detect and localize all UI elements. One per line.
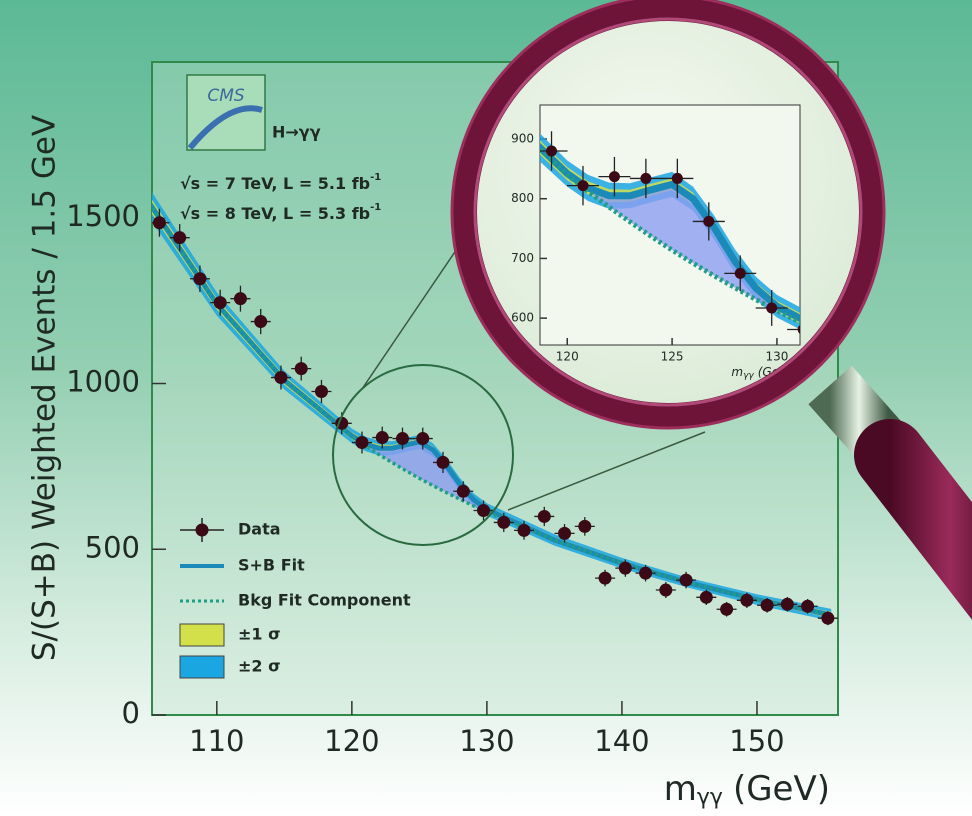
magnifier-handle: [854, 419, 972, 620]
data-point: [618, 561, 632, 575]
data-point: [821, 611, 835, 625]
data-point: [640, 172, 652, 184]
magnifier-rim: [451, 0, 885, 429]
data-point: [801, 599, 815, 613]
data-point: [193, 272, 207, 286]
energy-sup: -1: [370, 202, 381, 213]
y-tick-label: 0: [122, 696, 140, 730]
data-point: [497, 515, 511, 529]
legend-label: ±1 σ: [238, 625, 281, 644]
data-point: [355, 436, 369, 450]
data-point: [213, 296, 227, 310]
x-tick-label: 120: [556, 350, 579, 364]
x-label-main: m: [664, 769, 697, 809]
data-point: [294, 362, 308, 376]
data-point: [659, 583, 673, 597]
y-tick-label: 600: [511, 311, 534, 325]
y-tick-label: 700: [511, 251, 534, 265]
legend-label: S+B Fit: [238, 556, 305, 575]
x-axis-label: mγγ (GeV): [664, 769, 830, 811]
data-point: [703, 215, 715, 227]
data-point: [537, 509, 551, 523]
legend-swatch: [195, 523, 209, 537]
data-point: [416, 432, 430, 446]
data-point: [558, 526, 572, 540]
x-tick-label: 120: [324, 724, 379, 758]
signal-fill: [540, 147, 800, 323]
data-point: [639, 566, 653, 580]
data-point: [375, 431, 389, 445]
data-point: [780, 597, 794, 611]
plot-area: [540, 131, 800, 334]
y-tick-label: 1500: [66, 199, 140, 233]
y-tick-label: 500: [85, 530, 140, 564]
magnifier-rim-inner: [473, 17, 863, 407]
x-label-unit: (GeV): [733, 769, 830, 809]
y-axis-label: S/(S+B) Weighted Events / 1.5 GeV: [27, 115, 63, 661]
sigma-band: [540, 133, 800, 330]
data-point: [517, 523, 531, 537]
data-point: [679, 573, 693, 587]
energy-label: √s = 8 TeV, L = 5.3 fb-1: [180, 202, 381, 223]
legend-label: Bkg Fit Component: [238, 591, 411, 610]
data-point: [608, 171, 620, 183]
inset-plot: 600 700 800 900 120 125 130: [511, 131, 800, 364]
x-label-sub: γγ: [743, 371, 754, 381]
bkg-line: [540, 145, 800, 325]
x-tick-label: 110: [189, 724, 244, 758]
zoom-circle: [332, 364, 514, 546]
data-point: [152, 216, 166, 230]
x-tick-label: 130: [765, 350, 788, 364]
data-point: [456, 484, 470, 498]
logo-swoosh: [187, 105, 263, 150]
channel-label: H→γγ: [272, 123, 321, 142]
plot-area: [152, 192, 838, 626]
x-label-sub: γγ: [697, 785, 723, 810]
y-tick-label: 900: [511, 132, 534, 146]
data-point: [274, 371, 288, 385]
y-tick-label: 1000: [66, 365, 140, 399]
x-tick-label: 150: [729, 724, 784, 758]
legend-swatch: [179, 655, 225, 679]
data-point: [578, 519, 592, 533]
logo-text: CMS: [207, 86, 245, 106]
data-point: [173, 231, 187, 245]
x-tick-label: 130: [459, 724, 514, 758]
data-point: [577, 180, 589, 192]
zoom-connector: [507, 431, 706, 511]
data-point: [797, 324, 800, 334]
data-point: [477, 503, 491, 517]
data-point: [395, 432, 409, 446]
x-label-main: m: [731, 365, 743, 379]
data-point: [740, 593, 754, 607]
legend-label: Data: [238, 520, 281, 539]
energy-sup: -1: [370, 172, 381, 183]
data-point: [254, 315, 268, 329]
legend-label: ±2 σ: [238, 657, 281, 676]
legend: Data S+B Fit Bkg Fit Component ±1 σ ±2 σ: [179, 518, 411, 679]
energy-text: √s = 8 TeV, L = 5.3 fb: [180, 204, 370, 223]
data-point: [598, 571, 612, 585]
data-point: [720, 602, 734, 616]
magnifier-rim-outer: [450, 0, 886, 430]
data-point: [671, 172, 683, 184]
data-point: [436, 455, 450, 469]
data-point: [314, 384, 328, 398]
main-plot: 0 500 1000 1500 110 120 130 140 150: [66, 192, 838, 758]
data-point: [734, 267, 746, 279]
data-point: [233, 292, 247, 306]
data-point: [760, 598, 774, 612]
energy-text: √s = 7 TeV, L = 5.1 fb: [180, 174, 370, 193]
x-tick-label: 140: [594, 724, 649, 758]
y-tick-label: 800: [511, 191, 534, 205]
data-point: [766, 302, 778, 314]
data-point: [546, 145, 558, 157]
x-tick-label: 125: [661, 350, 684, 364]
legend-swatch: [179, 623, 225, 647]
data-point: [699, 590, 713, 604]
energy-label: √s = 7 TeV, L = 5.1 fb-1: [180, 172, 381, 193]
